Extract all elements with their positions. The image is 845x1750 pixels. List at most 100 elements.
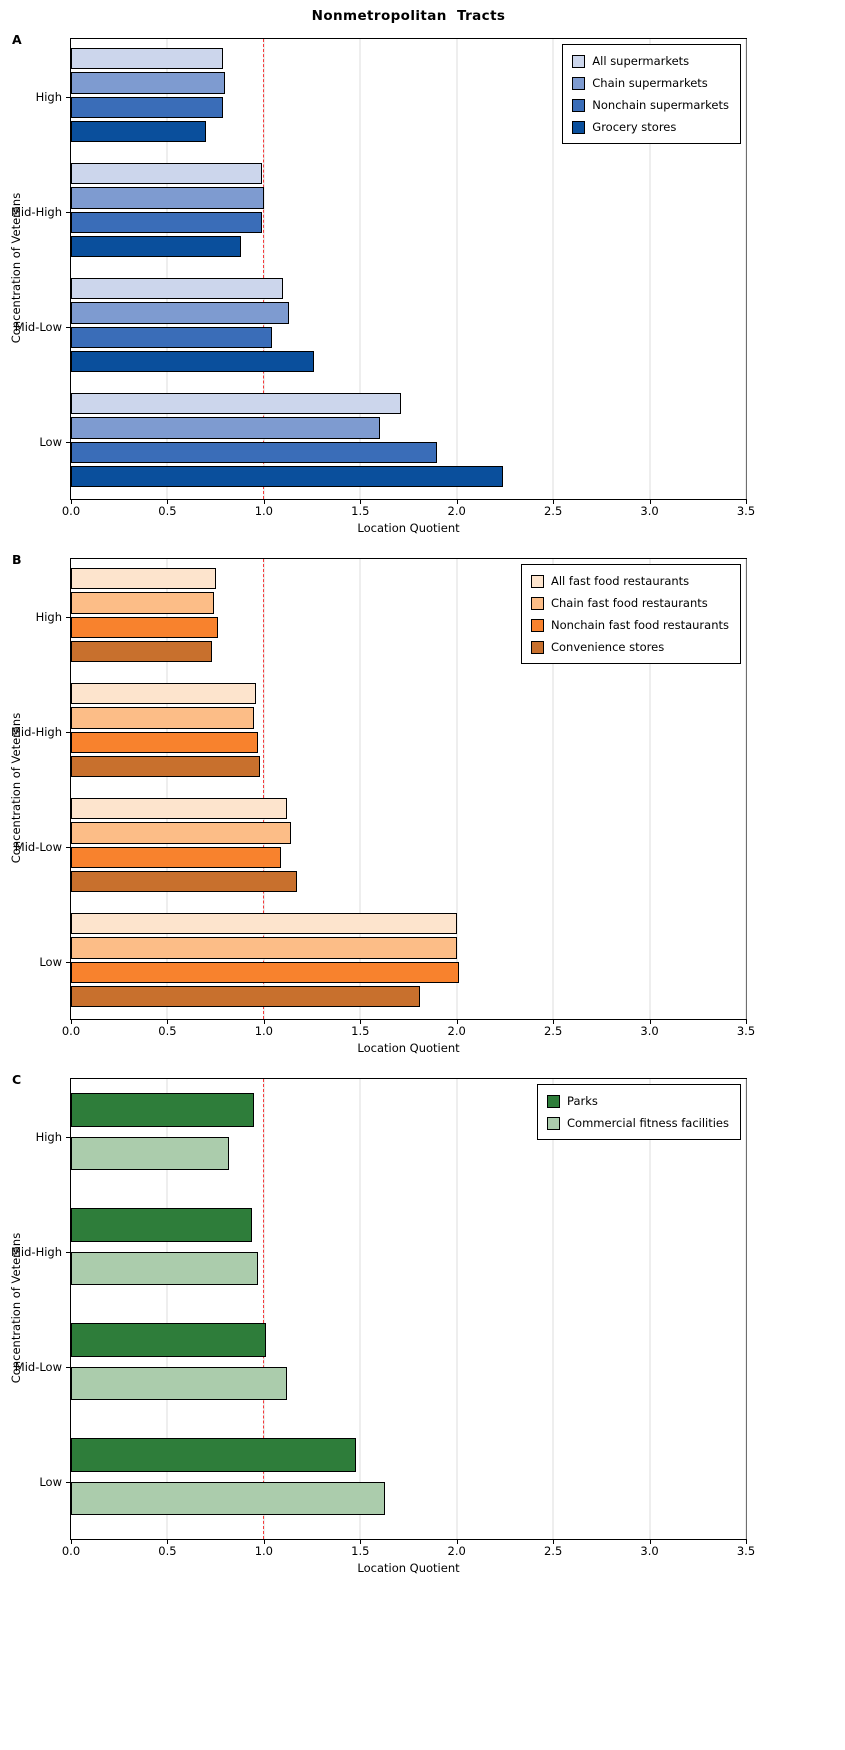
bar-convenience-stores-low [71,985,421,1008]
legend-item-nonchain-supermarkets: Nonchain supermarkets [572,98,729,112]
bar-all-supermarkets-low [71,392,401,415]
y-tick-label-high: High [35,609,62,624]
x-tick-label-1.5: 1.5 [351,504,370,518]
x-tick-label-3.5: 3.5 [736,1544,756,1558]
gridline-x-1.0 [263,559,265,1019]
y-tick-mark [66,441,70,443]
gridline-x-3.0 [649,39,651,499]
x-tick-label-1.0: 1.0 [254,504,273,518]
x-tick-mark [360,1540,362,1544]
plot-area-a: All supermarkets Chain supermarkets Noncha… [70,38,747,500]
bar-grocery-stores-mid-low [71,350,314,373]
y-tick-label-low: Low [39,434,62,449]
x-tick-label-0.5: 0.5 [158,504,177,518]
x-tick-label-0.0: 0.0 [61,1544,81,1558]
legend-label: Chain fast food restaurants [550,596,708,610]
legend-item-all-supermarkets: All supermarkets [572,54,729,68]
y-tick-mark [66,1366,70,1368]
x-tick-label-2.5: 2.5 [543,1544,563,1558]
x-tick-label-3.0: 3.0 [640,504,659,518]
x-tick-label-3.5: 3.5 [736,504,756,518]
gridline-x-3.0 [649,1079,651,1539]
bar-nonchain-supermarkets-high [71,96,224,118]
bar-all-supermarkets-high [71,47,224,70]
legend-item-nonchain-fast-food-restaurants: Nonchain fast food restaurants [530,618,729,632]
x-tick-mark [263,500,265,504]
legend-label: Chain supermarkets [592,76,708,90]
y-tick-mark [66,961,70,963]
bar-all-fast-food-restaurants-high [71,567,216,590]
y-tick-mark [66,1481,70,1483]
x-tick-label-1.5: 1.5 [351,1544,370,1558]
reference-line [262,39,264,499]
bar-chain-supermarkets-mid-high [71,187,264,209]
reference-line [262,1079,264,1539]
bar-nonchain-supermarkets-mid-low [71,326,272,348]
y-tick-label-mid-low: Mid-Low [14,319,62,334]
x-tick-mark [553,1540,555,1544]
bar-commercial-fitness-facilities-mid-high [71,1251,259,1285]
legend-label: Convenience stores [550,640,665,654]
x-tick-mark [746,1020,747,1024]
legend-label: Nonchain fast food restaurants [550,618,729,632]
bar-chain-fast-food-restaurants-low [71,937,457,959]
gridline-x-2.5 [552,559,554,1019]
x-tick-label-1.0: 1.0 [254,1544,273,1558]
bar-nonchain-fast-food-restaurants-high [71,616,218,638]
gridline-x-2.5 [552,39,554,499]
gridline-x-1.0 [263,39,265,499]
bar-commercial-fitness-facilities-low [71,1481,386,1515]
gridline-x-1.5 [359,559,361,1019]
y-tick-mark [66,211,70,213]
plot-area-c: Parks Commercial fitness facilities [70,1078,747,1540]
convenience-stores-swatch [530,640,544,654]
gridline-x-2.0 [456,39,458,499]
x-tick-mark [263,1540,265,1544]
x-tick-mark [167,1540,169,1544]
bar-chain-fast-food-restaurants-mid-high [71,707,255,729]
chain-fast-food-restaurants-swatch [530,596,544,610]
bar-all-fast-food-restaurants-mid-high [71,682,257,705]
legend-label: All supermarkets [592,54,690,68]
x-axis-title-c: Location Quotient [357,1561,460,1575]
bar-convenience-stores-high [71,640,212,663]
legend-label: All fast food restaurants [550,574,690,588]
x-tick-label-2.0: 2.0 [447,1544,466,1558]
legend-b: All fast food restaurants Chain fast food… [520,564,741,664]
bar-nonchain-supermarkets-low [71,441,438,463]
all-supermarkets-swatch [572,54,586,68]
y-tick-label-high: High [35,89,62,104]
x-tick-label-0.0: 0.0 [61,1024,81,1038]
y-tick-label-high: High [35,1129,62,1144]
gridline-x-0.5 [166,559,168,1019]
bar-grocery-stores-mid-high [71,235,241,258]
legend-label: Grocery stores [592,120,677,134]
y-tick-label-mid-low: Mid-Low [14,1359,62,1374]
bar-commercial-fitness-facilities-high [71,1136,230,1170]
bar-commercial-fitness-facilities-mid-low [71,1366,287,1400]
panel-c: C Concentration of Veterans Parks Commerc… [0,1070,845,1590]
x-tick-label-0.5: 0.5 [158,1544,177,1558]
y-tick-mark [66,326,70,328]
x-tick-label-2.5: 2.5 [543,1024,563,1038]
x-tick-label-3.5: 3.5 [736,1024,756,1038]
x-tick-mark [649,1020,651,1024]
x-axis-title-b: Location Quotient [357,1041,460,1055]
x-tick-mark [746,1540,747,1544]
grocery-stores-swatch [572,120,586,134]
bar-chain-supermarkets-high [71,72,226,94]
y-tick-label-low: Low [39,954,62,969]
y-tick-mark [66,731,70,733]
bar-all-supermarkets-mid-high [71,162,262,185]
legend-item-convenience-stores: Convenience stores [530,640,729,654]
x-axis-title-a: Location Quotient [357,521,460,535]
nonchain-fast-food-restaurants-swatch [530,618,544,632]
x-tick-label-1.5: 1.5 [351,1024,370,1038]
chain-supermarkets-swatch [572,76,586,90]
x-tick-label-2.0: 2.0 [447,504,466,518]
legend-item-parks: Parks [547,1094,729,1108]
x-tick-label-0.0: 0.0 [61,504,81,518]
y-tick-mark [66,846,70,848]
bar-nonchain-fast-food-restaurants-mid-low [71,846,282,868]
